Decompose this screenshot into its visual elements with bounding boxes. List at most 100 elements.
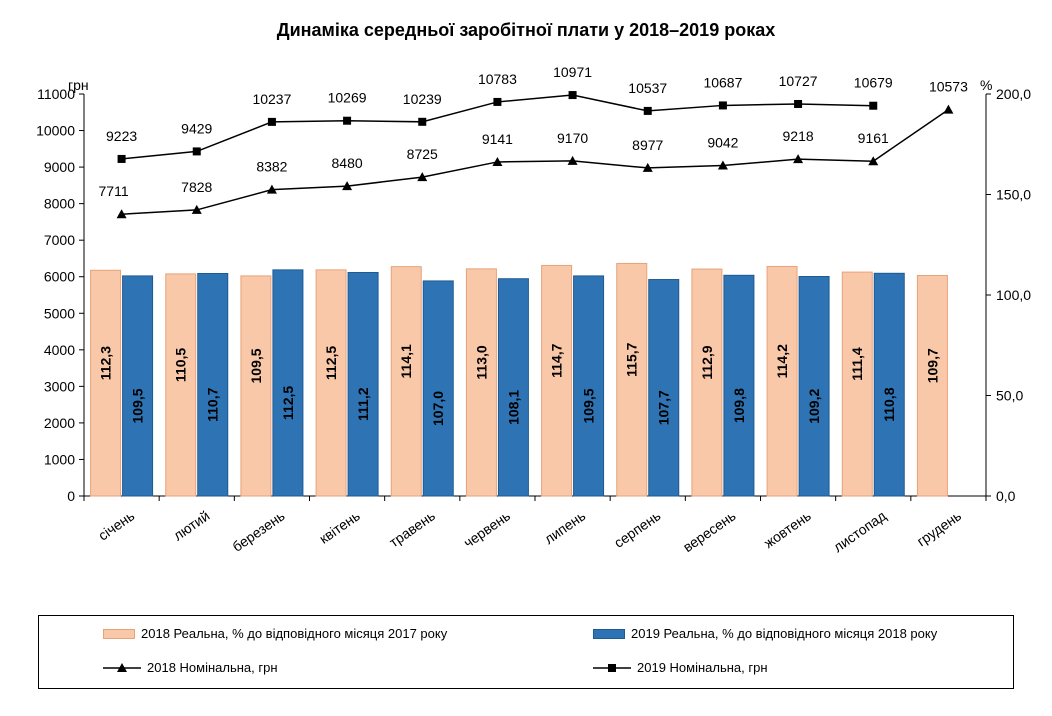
data-label-2019: 10783 xyxy=(478,71,517,87)
bar-label-2019: 109,5 xyxy=(130,388,146,423)
data-label-2019: 10687 xyxy=(703,74,742,90)
left-axis-unit: грн xyxy=(68,77,89,93)
bar-2018 xyxy=(916,275,948,497)
legend-item-2019-real: 2019 Реальна, % до відповідного місяця 2… xyxy=(593,626,937,641)
data-label-2018: 9042 xyxy=(707,135,738,151)
bar-2019 xyxy=(272,269,304,497)
bar-label-2019: 112,5 xyxy=(280,386,296,420)
marker-2018-nominal xyxy=(717,160,728,170)
bar-2018 xyxy=(616,262,648,497)
marker-2019-nominal xyxy=(267,117,276,126)
data-label-2018: 7711 xyxy=(99,183,129,199)
right-tick-label: 100,0 xyxy=(996,287,1031,303)
bar-label-2019: 107,7 xyxy=(656,390,672,425)
bar-label-2018: 114,7 xyxy=(549,343,565,377)
right-tick-label: 0,0 xyxy=(996,488,1016,504)
marker-2018-nominal xyxy=(642,162,653,172)
data-label-2019: 10727 xyxy=(779,73,818,89)
data-label-2019: 10239 xyxy=(403,91,442,107)
bar-2019 xyxy=(648,279,680,497)
bar-label-2019: 109,5 xyxy=(581,388,597,423)
bar-label-2018: 111,4 xyxy=(849,347,865,381)
legend-item-2018-nominal: 2018 Номінальна, грн xyxy=(103,660,278,675)
bar-label-2019: 109,2 xyxy=(806,389,822,424)
data-label-2018: 8725 xyxy=(407,146,438,162)
data-label-2019: 9429 xyxy=(181,120,212,136)
left-tick-label: 3000 xyxy=(44,378,75,394)
bar-2018 xyxy=(90,269,122,497)
line-2018-nominal xyxy=(121,108,949,215)
data-label-2018: 9170 xyxy=(557,130,588,146)
category-label: лютий xyxy=(170,507,212,543)
bar-label-2019: 109,8 xyxy=(731,388,747,423)
marker-2019-nominal xyxy=(343,116,352,125)
bar-2019 xyxy=(497,278,529,497)
data-label-2019: 10237 xyxy=(252,91,291,107)
left-tick-label: 11000 xyxy=(37,86,75,102)
bar-2018 xyxy=(465,268,497,497)
right-tick-label: 50,0 xyxy=(996,388,1023,404)
data-label-2019: 10679 xyxy=(854,75,893,91)
bar-2018 xyxy=(541,264,573,497)
bar-label-2018: 110,5 xyxy=(173,348,189,382)
bar-label-2019: 110,7 xyxy=(205,387,221,421)
bar-label-2018: 114,2 xyxy=(774,344,790,378)
right-tick-label: 150,0 xyxy=(996,187,1031,203)
bar-label-2018: 114,1 xyxy=(398,344,414,378)
bar-label-2018: 109,5 xyxy=(248,348,264,383)
left-tick-label: 4000 xyxy=(44,342,75,358)
category-label: листопад xyxy=(830,507,889,555)
category-label: вересень xyxy=(680,507,739,555)
legend-item-2019-nominal: 2019 Номінальна, грн xyxy=(593,660,768,675)
legend-label-2019-nominal: 2019 Номінальна, грн xyxy=(637,660,768,675)
category-label: березень xyxy=(229,507,287,555)
data-label-2019: 10537 xyxy=(628,80,667,96)
data-label-2018: 8977 xyxy=(632,137,663,153)
marker-2019-nominal xyxy=(643,106,652,115)
bar-2019 xyxy=(422,280,454,497)
bar-2019 xyxy=(723,274,755,497)
bar-label-2018: 113,0 xyxy=(473,345,489,379)
bar-label-2018: 112,5 xyxy=(323,346,339,380)
marker-2018-nominal xyxy=(191,204,202,214)
marker-2019-nominal xyxy=(718,101,727,110)
bar-2019 xyxy=(197,272,229,497)
bar-label-2018: 115,7 xyxy=(624,342,640,376)
left-tick-label: 7000 xyxy=(44,232,75,248)
bar-2019 xyxy=(347,271,379,497)
legend-label-2018-nominal: 2018 Номінальна, грн xyxy=(147,660,278,675)
marker-2019-nominal xyxy=(117,154,126,163)
left-tick-label: 1000 xyxy=(44,451,75,467)
category-label: липень xyxy=(541,507,588,547)
bar-label-2018: 109,7 xyxy=(924,348,940,383)
bar-2019 xyxy=(573,275,605,497)
right-tick-label: 200,0 xyxy=(996,86,1031,102)
legend-label-2018-real: 2018 Реальна, % до відповідного місяця 2… xyxy=(141,626,448,641)
chart-title: Динаміка середньої заробітної плати у 20… xyxy=(276,20,776,40)
left-tick-label: 9000 xyxy=(44,159,75,175)
data-label-2019: 10971 xyxy=(553,64,592,80)
data-label-2019: 10269 xyxy=(328,90,367,106)
marker-2018-nominal xyxy=(567,155,578,165)
data-label-2018: 9218 xyxy=(783,128,814,144)
bar-2019 xyxy=(798,276,830,497)
bar-2018 xyxy=(766,265,798,497)
legend-label-2019-real: 2019 Реальна, % до відповідного місяця 2… xyxy=(631,626,938,641)
data-label-2018: 9141 xyxy=(482,131,513,147)
marker-2018-nominal xyxy=(943,104,954,114)
data-label-2018: 8382 xyxy=(256,159,287,175)
marker-2018-nominal xyxy=(266,184,277,194)
category-label: грудень xyxy=(914,507,964,549)
legend-swatch-2018-nominal xyxy=(103,662,141,674)
marker-2019-nominal xyxy=(794,99,803,108)
left-tick-label: 8000 xyxy=(44,196,75,212)
legend-item-2018-real: 2018 Реальна, % до відповідного місяця 2… xyxy=(103,626,447,641)
left-tick-label: 5000 xyxy=(44,305,75,321)
legend-swatch-2019-real xyxy=(593,628,625,639)
bar-2019 xyxy=(873,272,905,497)
marker-2019-nominal xyxy=(418,117,427,126)
left-tick-label: 10000 xyxy=(36,123,75,139)
marker-2018-nominal xyxy=(342,181,353,191)
bar-2018 xyxy=(390,266,422,497)
bar-2018 xyxy=(165,273,197,497)
